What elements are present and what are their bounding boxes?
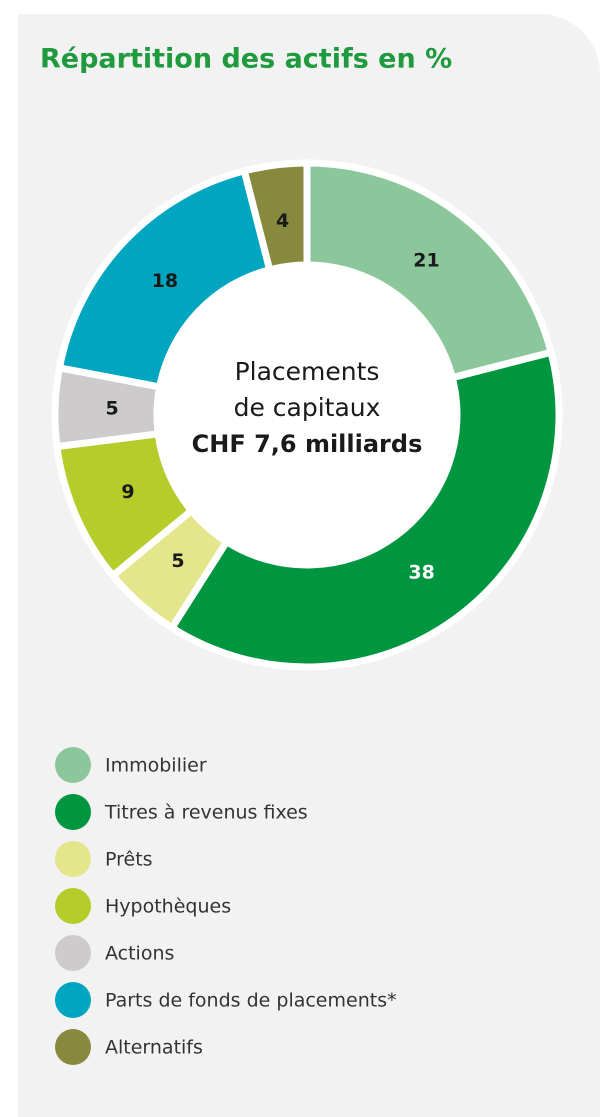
legend-swatch — [55, 982, 91, 1018]
legend-label: Actions — [105, 943, 174, 965]
legend-label: Parts de fonds de placements* — [105, 990, 397, 1012]
donut-hole — [160, 268, 454, 562]
data-label: 18 — [152, 270, 178, 292]
legend-label: Alternatifs — [105, 1037, 203, 1059]
center-label: CHF 7,6 milliards — [192, 430, 423, 458]
center-label: de capitaux — [234, 393, 381, 422]
donut-segment — [168, 348, 563, 671]
legend-swatch — [55, 1029, 91, 1065]
legend-swatch — [55, 888, 91, 924]
data-label: 4 — [276, 210, 289, 232]
legend-swatch — [55, 841, 91, 877]
data-label: 5 — [171, 550, 184, 572]
legend-label: Titres à revenus fixes — [104, 802, 308, 824]
data-label: 5 — [105, 397, 118, 419]
legend-swatch — [55, 794, 91, 830]
chart-title: Répartition des actifs en % — [40, 44, 452, 75]
donut-segment — [303, 159, 555, 382]
data-label: 21 — [413, 249, 439, 271]
center-label: Placements — [235, 357, 380, 386]
legend-label: Prêts — [105, 849, 153, 871]
data-label: 38 — [408, 561, 434, 583]
donut-segment — [240, 159, 311, 274]
legend-label: Immobilier — [105, 755, 207, 777]
legend-swatch — [55, 935, 91, 971]
donut-segment — [55, 167, 274, 391]
legend-label: Hypothèques — [105, 896, 231, 918]
legend-swatch — [55, 747, 91, 783]
data-label: 9 — [121, 481, 134, 503]
